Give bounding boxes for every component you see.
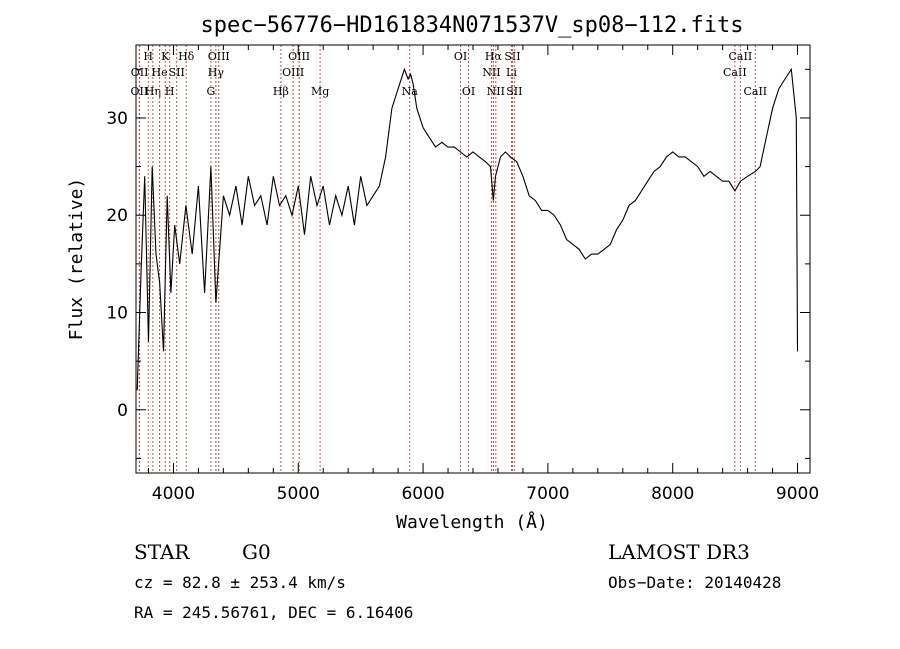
marker-label: SII [169, 66, 185, 79]
marker-label: OI [454, 50, 467, 63]
marker-label: Hη [145, 85, 161, 98]
marker-label: Li [506, 66, 517, 79]
marker-label: SII [504, 50, 520, 63]
y-tick-label: 30 [106, 109, 128, 129]
marker-label: He [152, 66, 168, 79]
x-tick-label: 6000 [401, 484, 444, 504]
y-tick-label: 0 [117, 401, 128, 421]
survey-name: LAMOST DR3 [608, 540, 750, 564]
marker-label: NII [487, 85, 505, 98]
marker-label: Hδ [178, 50, 195, 63]
x-tick-label: 8000 [651, 484, 694, 504]
marker-label: H [143, 50, 153, 63]
marker-label: G [206, 85, 215, 98]
plot-frame [135, 44, 811, 474]
x-tick-label: 4000 [152, 484, 195, 504]
chart-title: spec−56776−HD161834N071537V_sp08−112.fit… [200, 13, 743, 38]
marker-label: OII [131, 66, 149, 79]
marker-label: Hα [485, 50, 503, 63]
spectrum-line [136, 67, 799, 391]
marker-label: OIII [282, 66, 304, 79]
y-axis-ticks: 0 10 20 30 [106, 68, 810, 459]
x-tick-label: 5000 [277, 484, 320, 504]
marker-label: Mg [311, 85, 329, 98]
marker-label: NII [482, 66, 500, 79]
marker-label: OIII [208, 50, 230, 63]
redshift-value: cz = 82.8 ± 253.4 km/s [134, 573, 346, 592]
x-axis-label: Wavelength (Å) [396, 511, 548, 533]
y-axis-label: Flux (relative) [66, 178, 87, 341]
x-tick-label: 9000 [776, 484, 819, 504]
y-tick-label: 20 [106, 206, 128, 226]
coordinates: RA = 245.56761, DEC = 6.16406 [134, 603, 414, 622]
marker-label: OII [131, 85, 149, 98]
marker-label: H [165, 85, 175, 98]
marker-label: CaII [729, 50, 753, 63]
marker-label: Hβ [273, 85, 289, 98]
marker-label: Na [402, 85, 419, 98]
marker-label: K [161, 50, 170, 63]
marker-label: CaII [723, 66, 747, 79]
marker-label: Hγ [208, 66, 225, 79]
marker-label: OIII [288, 50, 310, 63]
x-tick-label: 7000 [526, 484, 569, 504]
y-tick-label: 10 [106, 304, 128, 324]
spectral-subclass: G0 [242, 540, 271, 564]
marker-label: CaII [743, 85, 767, 98]
x-axis-ticks: 4000 5000 6000 7000 8000 9000 [147, 45, 819, 504]
marker-label: OI [462, 85, 475, 98]
obs-date: Obs−Date: 20140428 [608, 573, 782, 592]
marker-label: SII [506, 85, 522, 98]
object-class: STAR [134, 540, 190, 564]
